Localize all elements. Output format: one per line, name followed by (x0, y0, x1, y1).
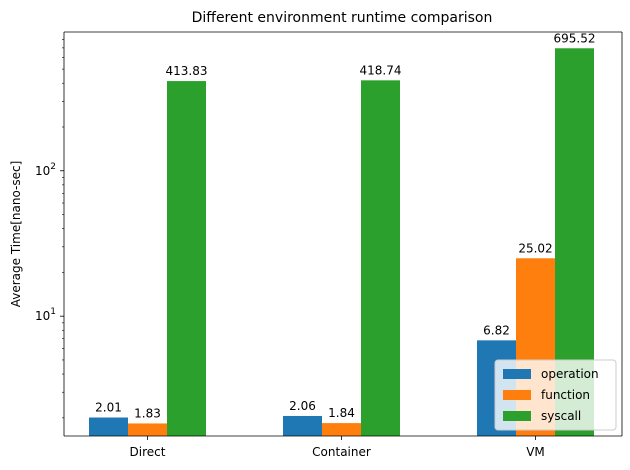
data-label: 2.06 (289, 399, 316, 413)
y-tick-label: 102 (35, 162, 56, 178)
data-label: 413.83 (166, 64, 208, 78)
x-tick-label: Direct (130, 445, 166, 459)
y-tick-label: 101 (35, 307, 56, 323)
legend-swatch-function (503, 390, 531, 400)
data-label: 25.02 (518, 241, 552, 255)
bar-syscall-direct (167, 81, 206, 437)
plot-area: 2.01 2.06 6.82 1.83 1.84 25.02 413.83 418.74 695… (35, 31, 623, 459)
legend-label-function: function (541, 388, 590, 402)
chart-title: Different environment runtime comparison (192, 10, 493, 26)
y-axis-label: Average Time[nano-sec] (9, 161, 23, 308)
data-label: 6.82 (483, 323, 510, 337)
bar-syscall-container (361, 80, 400, 436)
legend-swatch-operation (503, 369, 531, 379)
data-label: 2.01 (95, 401, 122, 415)
bar-function-direct (128, 423, 167, 436)
bar-operation-direct (89, 417, 128, 436)
legend: operation function syscall (494, 359, 617, 431)
legend-label-syscall: syscall (541, 409, 581, 423)
data-label: 695.52 (554, 31, 596, 45)
data-label: 1.83 (134, 406, 161, 420)
legend-swatch-syscall (503, 411, 531, 421)
bar-operation-container (283, 415, 322, 436)
x-tick-label: Container (312, 445, 371, 459)
bar-function-container (322, 423, 361, 436)
data-label: 1.84 (328, 406, 355, 420)
x-tick-label: VM (526, 445, 545, 459)
legend-label-operation: operation (541, 367, 599, 381)
data-label: 418.74 (360, 63, 402, 77)
